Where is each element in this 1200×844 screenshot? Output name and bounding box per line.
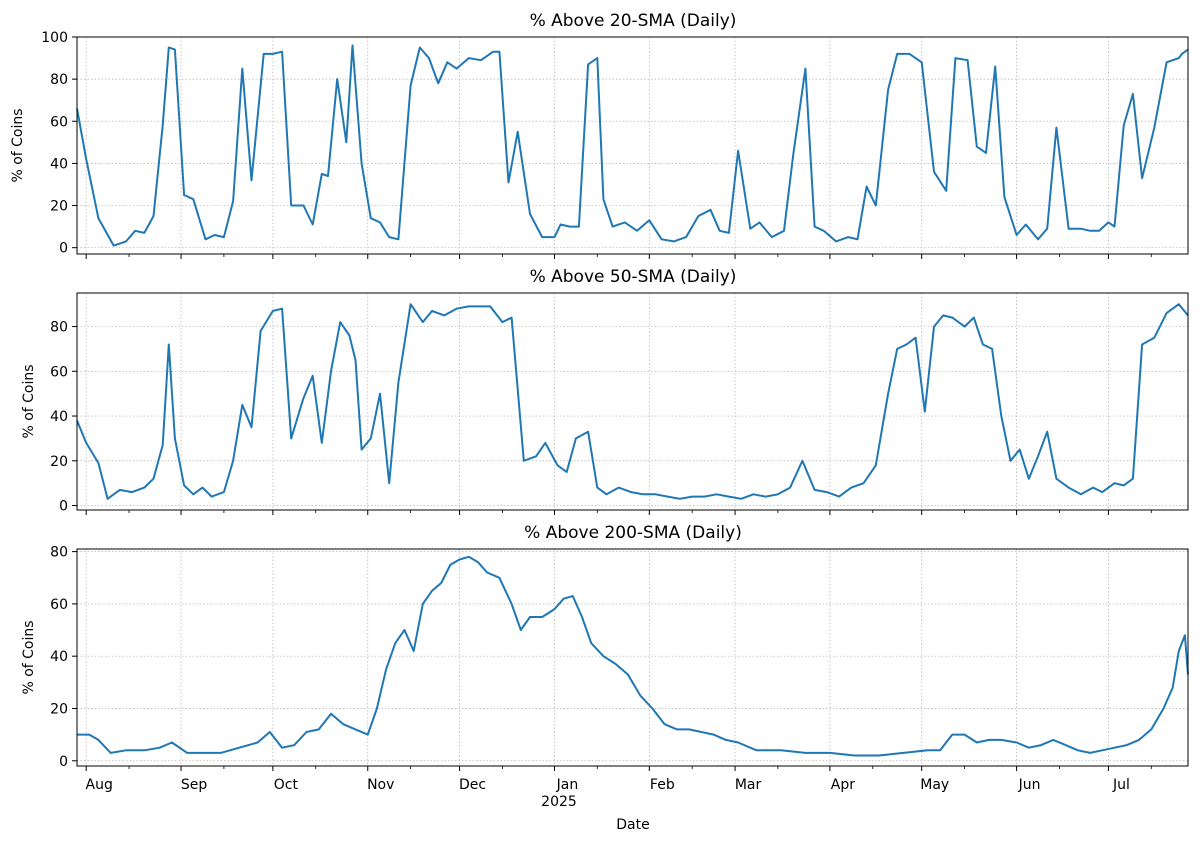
x-tick-label: Jun: [1018, 777, 1041, 793]
axes-frame: [76, 548, 1189, 767]
y-tick-label: 40: [50, 409, 68, 425]
x-ticks: [85, 510, 1152, 515]
axes-frame: [76, 292, 1189, 511]
x-tick-label: Apr: [831, 777, 855, 793]
x-ticks: Aug Sep Oct Nov Dec Jan Feb Mar Apr May Jun Jul: [86, 766, 1152, 793]
x-tick-label: Feb: [650, 777, 675, 793]
x-tick-label: Dec: [459, 777, 486, 793]
plot-area: [76, 303, 1189, 500]
panel-50-sma: % Above 50-SMA (Daily) % of Coins 0 20 40 6…: [21, 267, 1189, 515]
x-axis-label: Date: [616, 817, 649, 833]
y-tick-label: 0: [59, 754, 68, 770]
y-ticks: 0 20 40 60 80: [50, 545, 77, 770]
x-ticks: [85, 254, 1152, 259]
y-tick-label: 20: [50, 199, 68, 215]
x-tick-label: Jul: [1112, 777, 1130, 793]
y-axis-label: % of Coins: [21, 620, 37, 694]
plot-area: [76, 44, 1189, 247]
x-tick-label: Jan: [556, 777, 579, 793]
grid: [77, 36, 1188, 254]
x-tick-label: Nov: [367, 777, 394, 793]
panel-20-sma: % Above 20-SMA (Daily) % of Coins 0 20 40 6…: [10, 11, 1189, 259]
y-tick-label: 40: [50, 649, 68, 665]
y-tick-label: 60: [50, 114, 68, 130]
x-tick-label: Aug: [86, 777, 113, 793]
y-axis-label: % of Coins: [21, 364, 37, 438]
series-line: [76, 44, 1189, 247]
grid: [77, 293, 1188, 510]
x-tick-label: May: [920, 777, 949, 793]
y-tick-label: 20: [50, 701, 68, 717]
y-tick-label: 60: [50, 364, 68, 380]
chart-title: % Above 50-SMA (Daily): [530, 267, 737, 287]
y-tick-label: 100: [41, 30, 68, 46]
series-line: [76, 303, 1189, 500]
year-label: 2025: [541, 794, 577, 810]
axes-frame: [76, 36, 1189, 255]
x-tick-label: Oct: [274, 777, 299, 793]
y-tick-label: 60: [50, 597, 68, 613]
x-tick-label: Sep: [181, 777, 208, 793]
y-tick-label: 80: [50, 545, 68, 561]
y-tick-label: 20: [50, 454, 68, 470]
plot-area: [76, 555, 1189, 757]
chart-title: % Above 200-SMA (Daily): [524, 523, 742, 543]
y-tick-label: 80: [50, 320, 68, 336]
x-tick-label: Mar: [735, 777, 762, 793]
y-axis-label: % of Coins: [10, 108, 26, 182]
chart-title: % Above 20-SMA (Daily): [530, 11, 737, 31]
grid: [77, 549, 1188, 766]
y-tick-label: 0: [59, 241, 68, 257]
y-ticks: 0 20 40 60 80 100: [41, 30, 77, 257]
y-ticks: 0 20 40 60 80: [50, 320, 77, 515]
y-tick-label: 80: [50, 72, 68, 88]
y-tick-label: 40: [50, 156, 68, 172]
series-line: [77, 555, 1189, 757]
y-tick-label: 0: [59, 499, 68, 515]
panel-200-sma: % Above 200-SMA (Daily) % of Coins 0 20 40…: [21, 523, 1189, 793]
